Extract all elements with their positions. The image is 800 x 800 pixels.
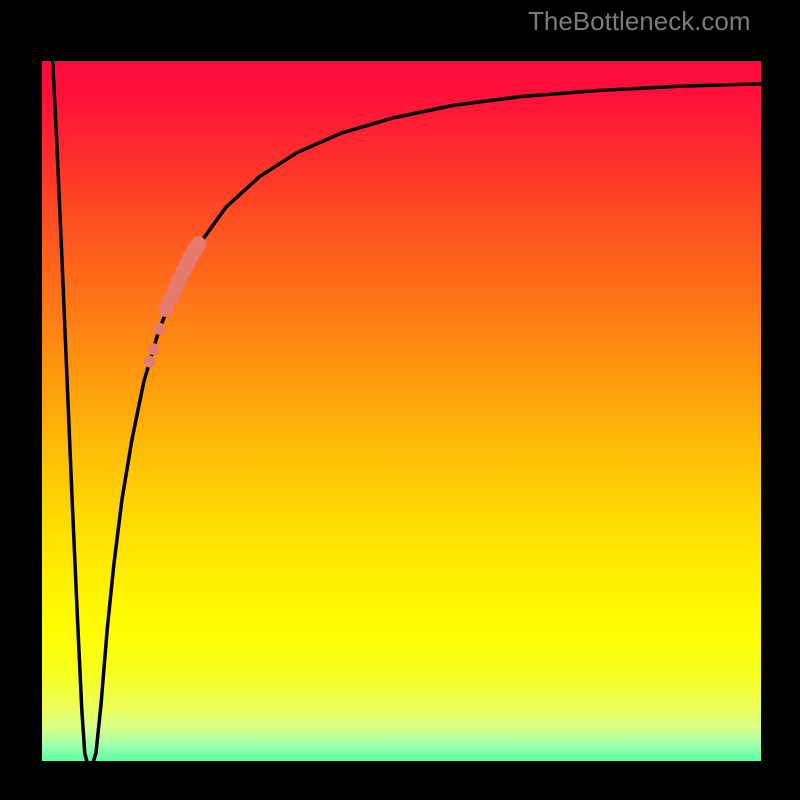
bottleneck-chart: TheBottleneck.com (0, 0, 800, 800)
watermark-label: TheBottleneck.com (528, 6, 751, 37)
highlight-marker (148, 343, 160, 355)
gradient-plot-background (28, 47, 775, 775)
chart-svg (0, 0, 800, 800)
highlight-marker (190, 236, 206, 252)
highlight-marker (144, 356, 156, 368)
highlight-marker (153, 323, 165, 335)
